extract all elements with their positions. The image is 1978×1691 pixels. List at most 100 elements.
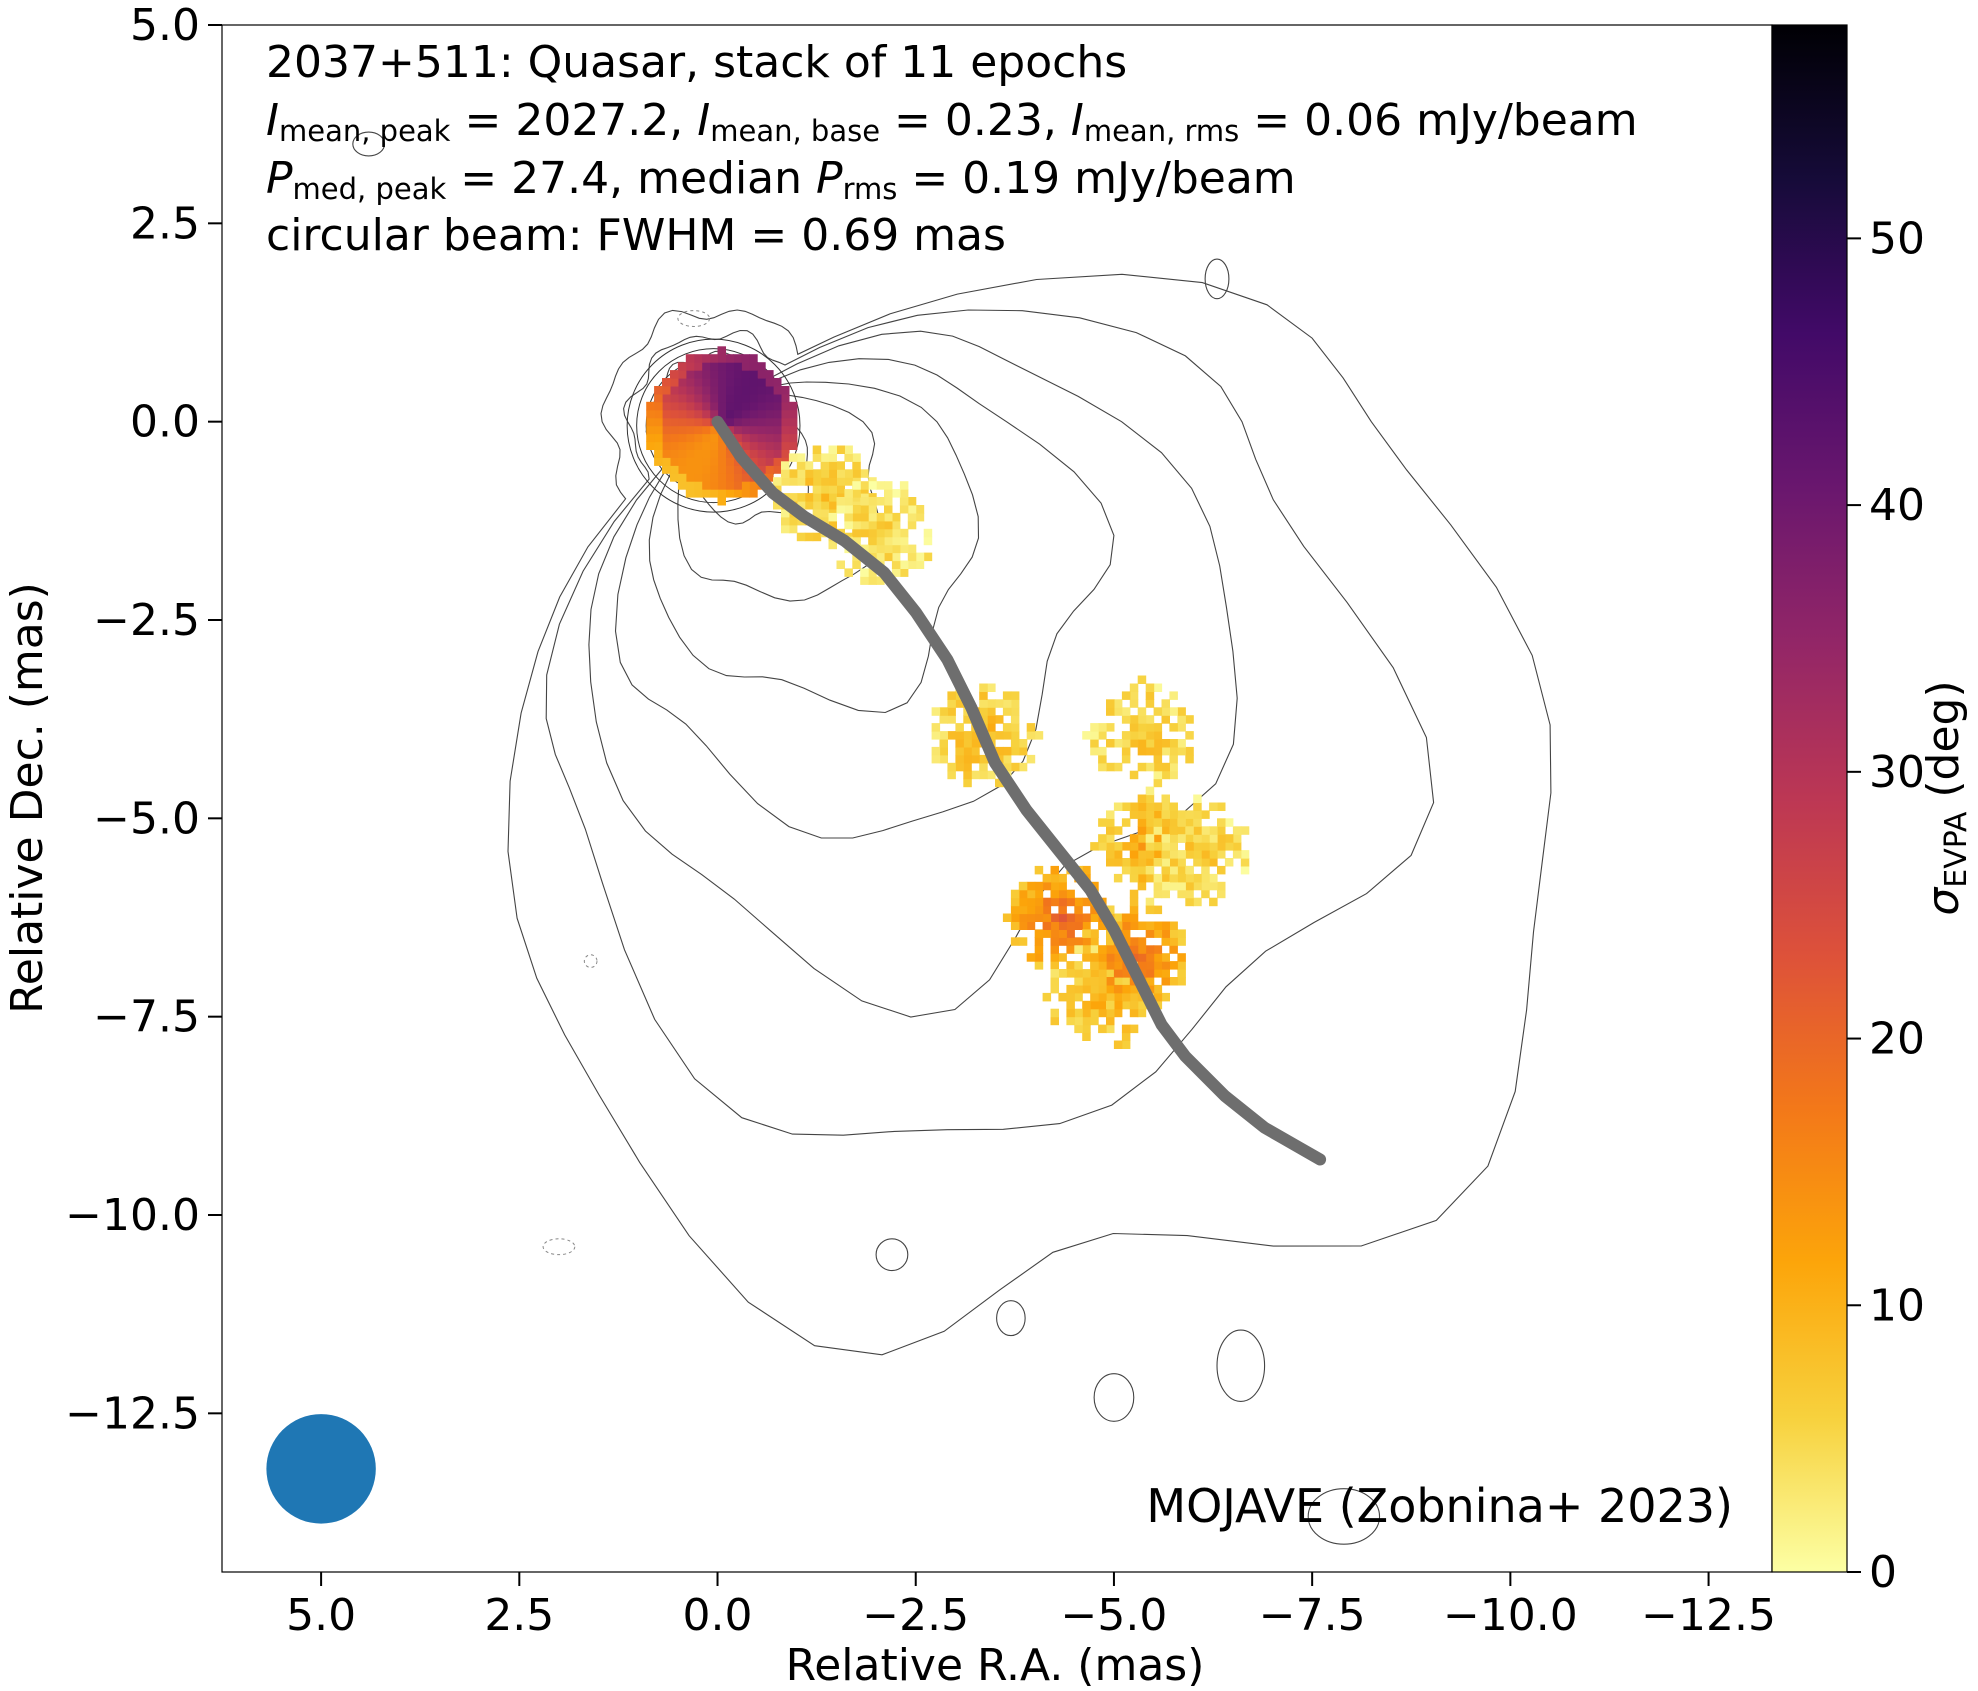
evpa-pixel [1153, 723, 1163, 732]
evpa-pixel [717, 354, 726, 363]
evpa-pixel [693, 465, 703, 474]
x-tick-label: −10.0 [1443, 1590, 1578, 1641]
colorbar-tick-label: 40 [1869, 480, 1925, 531]
evpa-pixel [1121, 913, 1131, 922]
evpa-pixel [773, 425, 782, 435]
evpa-pixel [852, 469, 861, 478]
evpa-pixel [947, 699, 956, 708]
evpa-pixel [1074, 1016, 1083, 1026]
evpa-pixel [701, 465, 711, 474]
evpa-pixel [717, 378, 726, 387]
evpa-pixel [701, 386, 711, 395]
evpa-pixel [1177, 858, 1186, 867]
evpa-pixel [1121, 746, 1131, 756]
evpa-pixel [1185, 826, 1194, 835]
evpa-pixel [939, 746, 948, 756]
evpa-pixel [852, 512, 861, 522]
evpa-pixel [979, 754, 988, 764]
evpa-pixel [963, 731, 972, 740]
title-block: 2037+511: Quasar, stack of 11 epochs Imea… [266, 37, 1638, 261]
evpa-pixel [1050, 1016, 1059, 1026]
evpa-pixel [891, 552, 901, 562]
evpa-pixel [693, 378, 703, 387]
x-tick-label: 5.0 [286, 1590, 356, 1641]
evpa-pixel [1177, 723, 1186, 732]
evpa-pixel [1098, 1024, 1107, 1034]
evpa-pixel [1082, 897, 1091, 907]
evpa-pixel [1161, 937, 1170, 946]
evpa-pixel [1106, 984, 1115, 994]
evpa-pixel [1185, 842, 1194, 851]
evpa-pixel [852, 560, 861, 569]
evpa-pixel [1169, 834, 1178, 843]
evpa-pixel [1177, 969, 1186, 978]
evpa-pixel [709, 354, 719, 363]
evpa-pixel [852, 520, 861, 530]
evpa-pixel [670, 386, 679, 395]
evpa-pixel [1201, 889, 1210, 899]
evpa-pixel [1137, 873, 1147, 883]
evpa-pixel [1074, 961, 1083, 970]
evpa-pixel [812, 453, 822, 462]
evpa-pixel [685, 417, 695, 427]
evpa-pixel [670, 378, 679, 387]
evpa-pixel [685, 393, 695, 403]
evpa-pixel [1193, 818, 1202, 827]
evpa-pixel [1098, 1008, 1107, 1018]
evpa-pixel [662, 401, 671, 411]
evpa-pixel [1153, 826, 1163, 835]
evpa-pixel [852, 489, 861, 498]
evpa-pixel [1018, 913, 1028, 922]
evpa-pixel [1137, 826, 1147, 835]
colorbar-tick-label: 0 [1869, 1547, 1897, 1598]
evpa-pixel [1121, 984, 1131, 994]
evpa-pixel [749, 354, 758, 363]
evpa-pixel [963, 746, 972, 756]
evpa-pixel [1018, 881, 1028, 891]
evpa-pixel [693, 417, 703, 427]
evpa-pixel [1082, 731, 1091, 740]
evpa-pixel [685, 354, 695, 363]
core-contour [626, 338, 801, 513]
evpa-pixel [860, 505, 869, 514]
evpa-pixel [709, 481, 719, 490]
evpa-pixel [1137, 731, 1147, 740]
evpa-pixel [670, 465, 679, 474]
colorbar-tick-label: 20 [1869, 1014, 1925, 1065]
y-tick-label: −10.0 [65, 1190, 200, 1241]
evpa-pixel [1161, 969, 1170, 978]
evpa-pixel [765, 393, 774, 403]
evpa-pixel [1129, 905, 1139, 915]
evpa-pixel [899, 560, 909, 569]
evpa-pixel [939, 715, 948, 724]
evpa-pixel [788, 425, 798, 435]
y-axis-label: Relative Dec. (mas) [2, 582, 53, 1014]
evpa-pixel [1129, 1024, 1139, 1034]
evpa-pixel [1050, 961, 1059, 970]
evpa-pixel [685, 370, 695, 379]
evpa-pixel [796, 469, 806, 478]
evpa-pixel [971, 770, 980, 780]
evpa-pixel [788, 417, 798, 427]
evpa-pixel [670, 473, 679, 482]
evpa-pixel [717, 449, 726, 458]
evpa-pixel [812, 508, 822, 518]
evpa-pixel [987, 707, 996, 716]
title-line: Imean, peak = 2027.2, Imean, base = 0.23… [266, 95, 1638, 148]
evpa-pixel [1161, 746, 1170, 756]
evpa-pixel [852, 481, 861, 490]
evpa-pixel [677, 370, 687, 379]
evpa-pixel [1193, 826, 1202, 835]
evpa-pixel [1106, 850, 1115, 859]
evpa-pixel [701, 489, 711, 498]
evpa-pixel [907, 520, 917, 530]
evpa-pixel [1082, 865, 1091, 875]
evpa-pixel [1113, 826, 1123, 835]
evpa-pixel [1169, 945, 1178, 954]
evpa-pixel [836, 560, 845, 569]
evpa-pixel [1129, 770, 1139, 780]
evpa-pixel [1074, 1024, 1083, 1034]
evpa-pixel [662, 409, 671, 419]
evpa-pixel [662, 441, 671, 450]
